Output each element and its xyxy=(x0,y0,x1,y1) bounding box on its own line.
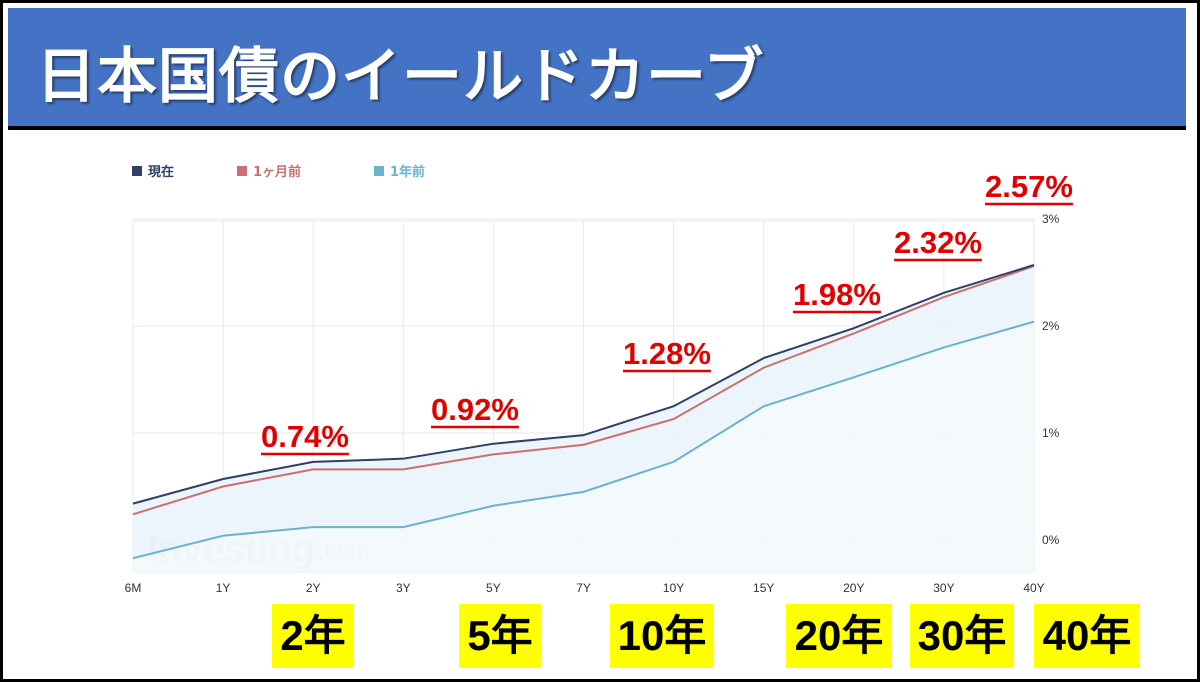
yield-annotation: 0.74% xyxy=(261,419,349,454)
page-title: 日本国債のイールドカーブ xyxy=(36,42,765,112)
yield-annotation: 2.57% xyxy=(985,169,1073,204)
x-tick-label: 7Y xyxy=(576,581,591,595)
area-fill-lower xyxy=(133,321,1034,572)
legend-label: 1年前 xyxy=(390,164,425,180)
legend-label: 1ヶ月前 xyxy=(253,164,301,180)
x-tick-label: 3Y xyxy=(396,581,411,595)
yield-annotation: 0.92% xyxy=(431,392,519,427)
legend-label: 現在 xyxy=(148,164,174,180)
x-tick-label: 2Y xyxy=(306,581,321,595)
series-line-1ヶ月前 xyxy=(132,265,1035,516)
x-tick-label: 15Y xyxy=(753,581,774,595)
legend-swatch xyxy=(132,166,142,176)
legend-swatch xyxy=(374,166,384,176)
x-tick-label: 5Y xyxy=(486,581,501,595)
series-line-現在 xyxy=(132,264,1035,505)
yield-annotation: 1.28% xyxy=(623,336,711,371)
x-tick-label: 20Y xyxy=(843,581,864,595)
period-label: 10年 xyxy=(610,604,714,668)
x-tick-label: 6M xyxy=(125,581,142,595)
title-bar: 日本国債のイールドカーブ xyxy=(8,8,1186,130)
yield-annotation: 1.98% xyxy=(793,277,881,312)
x-tick-label: 40Y xyxy=(1023,581,1044,595)
y-tick-label: 3% xyxy=(1042,212,1060,226)
period-label: 5年 xyxy=(459,604,541,668)
y-tick-label: 1% xyxy=(1042,426,1060,440)
x-tick-label: 1Y xyxy=(216,581,231,595)
x-tick-label: 30Y xyxy=(933,581,954,595)
period-label: 40年 xyxy=(1034,604,1140,668)
y-tick-label: 2% xyxy=(1042,319,1060,333)
period-label: 20年 xyxy=(786,604,892,668)
period-label: 30年 xyxy=(910,604,1014,668)
legend-swatch xyxy=(237,166,247,176)
x-tick-label: 10Y xyxy=(663,581,684,595)
period-label: 2年 xyxy=(272,604,354,668)
area-fill xyxy=(133,265,1034,559)
series-line-1年前 xyxy=(132,320,1035,560)
yield-annotation: 2.32% xyxy=(894,225,982,260)
y-tick-label: 0% xyxy=(1042,533,1060,547)
